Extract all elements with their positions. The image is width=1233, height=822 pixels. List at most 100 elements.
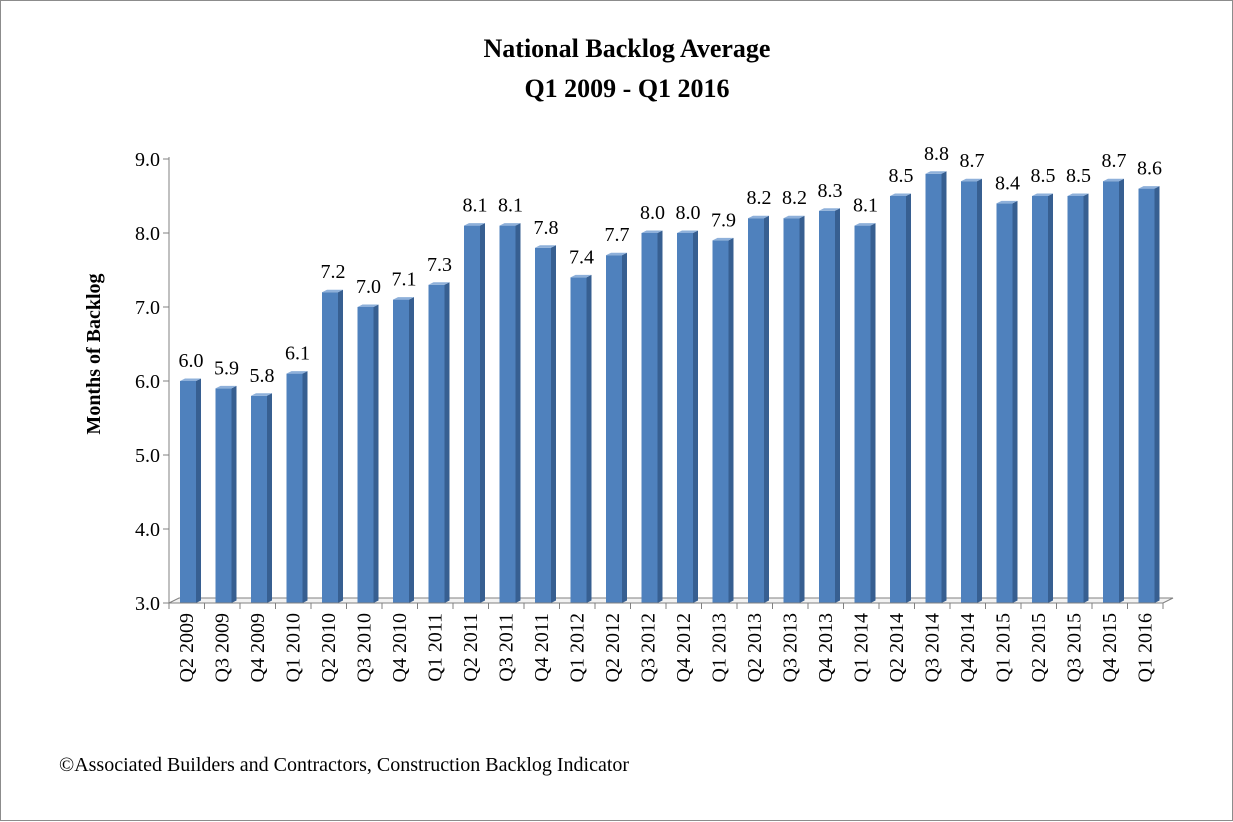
bar-front — [996, 203, 1013, 603]
bar-side — [586, 274, 592, 603]
data-label: 8.8 — [924, 143, 949, 165]
bar-side — [728, 237, 734, 603]
data-label: 8.0 — [676, 202, 701, 224]
chart-title-line-1: National Backlog Average — [484, 34, 771, 63]
chart-floor — [168, 597, 1174, 604]
x-tick-label: Q1 2015 — [992, 613, 1014, 682]
bar-top — [180, 378, 201, 381]
x-tick-label: Q4 2014 — [957, 613, 979, 682]
data-label: 7.9 — [711, 209, 736, 231]
bar-top — [925, 171, 947, 174]
bar — [712, 237, 734, 603]
bar — [428, 282, 450, 603]
bar-top — [393, 297, 414, 300]
bar-front — [1067, 196, 1084, 603]
bar-front — [251, 395, 267, 603]
bar-side — [515, 223, 521, 603]
bar-front — [499, 225, 516, 603]
bar-top — [428, 282, 450, 285]
data-label: 7.3 — [427, 254, 452, 276]
y-tick-label: 9.0 — [135, 149, 160, 171]
bar — [535, 245, 556, 604]
data-labels: 6.0 5.9 5.8 6.1 7.2 7.0 7.1 7.3 8.1 8.1 7.8 7.4 7.7 8… — [179, 143, 1163, 387]
bar — [1103, 178, 1124, 603]
bar — [464, 223, 485, 603]
x-tick-label: Q3 2015 — [1063, 613, 1085, 682]
bar — [783, 215, 805, 603]
bar-top — [1067, 193, 1089, 196]
bar-top — [996, 200, 1018, 204]
bar — [677, 230, 698, 603]
bar-side — [1012, 200, 1018, 603]
x-tick-label: Q4 2009 — [247, 613, 269, 682]
data-label: 7.1 — [392, 269, 417, 291]
x-tick-label: Q1 2013 — [708, 613, 730, 682]
x-axis: Q2 2009 Q3 2009 Q4 2009 Q1 2010 Q2 2010 Q3 20… — [168, 602, 1164, 682]
bar-top — [464, 223, 485, 226]
bar — [641, 230, 663, 603]
x-tick-label: Q4 2013 — [815, 613, 837, 682]
bar-front — [1032, 196, 1048, 603]
bar — [1138, 186, 1160, 603]
chart-title-line-2: Q1 2009 - Q1 2016 — [524, 74, 729, 103]
data-label: 7.2 — [321, 261, 346, 283]
data-label: 8.5 — [1031, 165, 1056, 187]
bar-side — [657, 230, 663, 603]
bar-top — [535, 245, 556, 248]
bar-front — [215, 388, 232, 603]
x-tick-label: Q2 2014 — [886, 613, 908, 682]
x-tick-label: Q1 2016 — [1134, 613, 1156, 682]
bar-front — [783, 218, 800, 603]
data-label: 8.1 — [498, 195, 523, 217]
x-tick-label: Q3 2013 — [779, 613, 801, 682]
bar-top — [215, 385, 237, 389]
bar — [570, 274, 592, 603]
y-axis-label: Months of Backlog — [83, 273, 105, 434]
data-label: 7.0 — [356, 276, 381, 298]
y-tick-label: 3.0 — [135, 593, 160, 615]
bar — [251, 393, 272, 603]
bar-side — [480, 223, 485, 603]
bar-front — [286, 373, 303, 603]
bar-front — [1138, 188, 1155, 603]
bar — [322, 289, 343, 603]
bar-top — [357, 304, 379, 307]
bar — [180, 378, 201, 603]
bar-front — [322, 292, 338, 603]
data-label: 8.0 — [640, 202, 665, 224]
x-tick-label: Q2 2012 — [602, 613, 624, 682]
x-tick-label: Q3 2010 — [353, 613, 375, 682]
bar-top — [286, 371, 308, 374]
x-tick-label: Q2 2013 — [744, 613, 766, 682]
bar-front — [393, 299, 409, 603]
data-label: 8.7 — [960, 150, 985, 172]
data-label: 8.3 — [818, 180, 843, 202]
bar — [1067, 193, 1089, 603]
bar-top — [783, 215, 805, 219]
bar-side — [302, 371, 308, 603]
data-label: 5.8 — [250, 365, 275, 387]
data-label: 8.1 — [463, 195, 488, 217]
x-tick-label: Q4 2010 — [389, 613, 411, 682]
data-label: 6.1 — [285, 343, 310, 365]
x-tick-label: Q1 2012 — [566, 613, 588, 682]
bar-series — [180, 171, 1160, 604]
bar-top — [854, 223, 876, 226]
bar-front — [180, 381, 196, 603]
data-label: 8.4 — [995, 172, 1020, 194]
bar-top — [499, 223, 521, 226]
data-label: 8.6 — [1137, 158, 1162, 180]
data-label: 7.4 — [569, 246, 594, 268]
bar — [748, 215, 769, 603]
bar-side — [409, 297, 414, 603]
bar — [499, 223, 521, 603]
bar-front — [535, 247, 551, 604]
bar-front — [464, 225, 480, 603]
bar-front — [854, 225, 871, 603]
x-tick-label: Q3 2014 — [921, 613, 943, 682]
bar-front — [1103, 181, 1119, 603]
bar-side — [267, 393, 272, 603]
data-label: 7.8 — [534, 217, 559, 239]
bar-side — [231, 385, 237, 603]
